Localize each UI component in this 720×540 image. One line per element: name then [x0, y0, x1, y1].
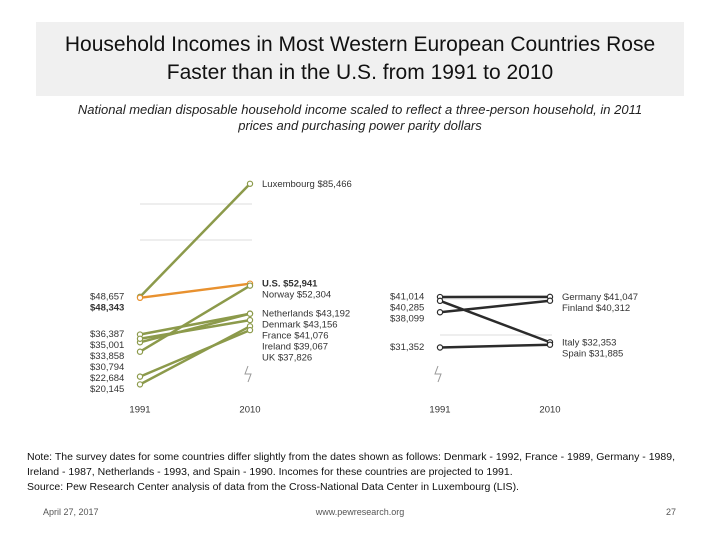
- point: [546, 297, 554, 304]
- series-line: [139, 284, 251, 353]
- series-label: Italy $32,353: [562, 337, 616, 348]
- value-label: $22,684: [90, 373, 124, 384]
- point: [136, 373, 144, 380]
- value-label: $36,387: [90, 329, 124, 340]
- subtitle: National median disposable household inc…: [77, 102, 643, 133]
- axis-break: [244, 365, 442, 383]
- legend-name: Ireland: [262, 341, 291, 352]
- value-label: $43,156: [303, 319, 337, 330]
- value-label: $35,001: [90, 340, 124, 351]
- series-line: [139, 312, 251, 336]
- point: [246, 310, 254, 317]
- series-line: [139, 318, 251, 341]
- note: Note: The survey dates for some countrie…: [27, 450, 697, 495]
- page-number: 27: [666, 507, 677, 517]
- series-label: Netherlands $43,192: [262, 308, 350, 319]
- value-label: $48,657: [90, 291, 124, 302]
- footer-date: April 27, 2017: [43, 507, 99, 517]
- point: [136, 335, 144, 342]
- slide-title: Household Incomes in Most Western Europe…: [36, 22, 684, 96]
- point: [246, 316, 254, 324]
- legend-name: Spain: [562, 348, 586, 359]
- point: [436, 297, 444, 305]
- series-label: Finland $40,312: [562, 302, 630, 313]
- legend-name: Germany: [562, 291, 601, 302]
- legend-name: Luxembourg: [262, 178, 315, 189]
- series-label: Germany $41,047: [562, 291, 638, 302]
- series-label: U.S. $52,941: [262, 278, 318, 289]
- legend-name: Netherlands: [262, 308, 313, 319]
- value-label: $20,145: [90, 384, 124, 395]
- series-label: Denmark $43,156: [262, 319, 338, 330]
- x-tick-label: 1991: [129, 405, 150, 416]
- value-label: $52,304: [297, 289, 331, 300]
- point: [246, 326, 254, 334]
- value-label: $41,047: [604, 291, 638, 302]
- legend-name: Finland: [562, 302, 593, 313]
- point: [136, 348, 144, 355]
- footer-url: www.pewresearch.org: [315, 507, 405, 517]
- value-label: $41,076: [294, 330, 328, 341]
- series-label: Norway $52,304: [262, 289, 331, 300]
- break-symbol: [244, 365, 252, 383]
- value-label: $40,285: [390, 303, 424, 314]
- break-symbol: [434, 365, 442, 383]
- series-line: [439, 299, 551, 344]
- value-label: $40,312: [596, 302, 630, 313]
- value-label: $31,352: [390, 342, 424, 353]
- series-label: UK $37,826: [262, 352, 312, 363]
- series-line: [139, 182, 251, 298]
- legend-name: France: [262, 330, 292, 341]
- point: [246, 282, 254, 289]
- value-label: $37,826: [278, 352, 312, 363]
- legend-name: UK: [262, 352, 276, 363]
- point: [436, 344, 444, 351]
- series-label: Luxembourg $85,466: [262, 178, 352, 189]
- series-label: Spain $31,885: [562, 348, 623, 359]
- point: [136, 294, 144, 302]
- note-text: Note: The survey dates for some countrie…: [27, 451, 675, 478]
- value-label: $30,794: [90, 362, 124, 373]
- x-tick-label: 2010: [239, 405, 260, 416]
- point: [546, 341, 554, 348]
- value-label: $43,192: [316, 308, 350, 319]
- legend-name: Norway: [262, 289, 294, 300]
- chart: 1991 2010 $48,657$48,343 $36,387$35,001$33,…: [90, 178, 638, 416]
- value-label: $52,941: [283, 278, 318, 289]
- point: [246, 180, 254, 187]
- x-tick-label: 1991: [429, 405, 450, 416]
- legend-name: U.S.: [262, 278, 280, 289]
- value-label: $38,099: [390, 314, 424, 325]
- series-line: [139, 282, 251, 300]
- legend-name: Denmark: [262, 319, 301, 330]
- x-tick-label: 2010: [539, 405, 560, 416]
- value-label: $31,885: [589, 348, 623, 359]
- series-line: [139, 325, 251, 386]
- series-label: Ireland $39,067: [262, 341, 328, 352]
- value-label: $39,067: [294, 341, 328, 352]
- point: [136, 381, 144, 388]
- series-line: [439, 343, 551, 349]
- series-label: France $41,076: [262, 330, 329, 341]
- value-label: $48,343: [90, 302, 124, 313]
- value-label: $33,858: [90, 351, 124, 362]
- legend-name: Italy: [562, 337, 580, 348]
- point: [436, 309, 444, 316]
- value-label: $41,014: [390, 292, 424, 303]
- source-text: Source: Pew Research Center analysis of …: [27, 481, 519, 493]
- series-line: [139, 328, 251, 378]
- value-label: $85,466: [317, 178, 351, 189]
- value-label: $32,353: [582, 337, 616, 348]
- series-line: [439, 299, 551, 314]
